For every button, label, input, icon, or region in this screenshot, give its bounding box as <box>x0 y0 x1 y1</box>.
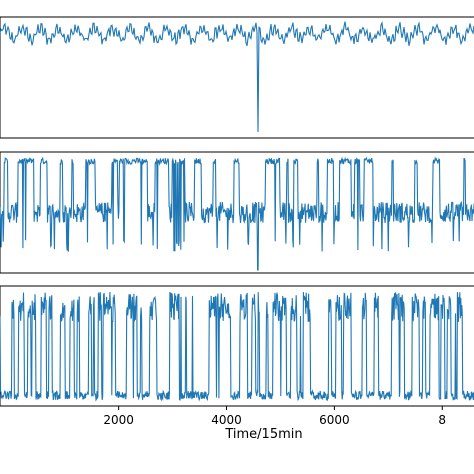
x-tick-label: 2000 <box>103 413 134 427</box>
panel-top-frame <box>0 16 474 139</box>
x-tick-label: 6000 <box>319 413 350 427</box>
x-tick-label: 4000 <box>211 413 242 427</box>
panel-bottom-frame <box>0 285 474 407</box>
x-tick-label: 8 <box>438 413 446 427</box>
x-ticks: 2000 4000 6000 8 <box>103 406 446 427</box>
x-axis-label: Time/15min <box>224 427 302 442</box>
series-line-middle <box>0 156 474 271</box>
panel-middle-frame <box>0 151 474 274</box>
series-line-bottom <box>0 291 474 402</box>
series-line-top <box>0 20 474 132</box>
